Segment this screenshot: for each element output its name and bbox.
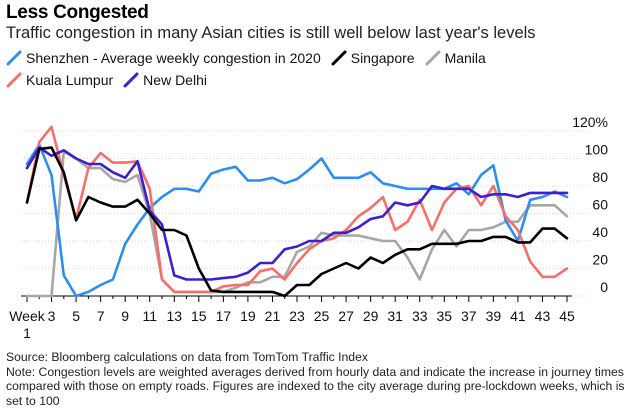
x-tick-label: 11: [142, 308, 157, 324]
legend-swatch-new-delhi: [123, 72, 139, 88]
y-tick-label: 0: [600, 279, 608, 295]
y-tick-label: 60: [592, 197, 608, 213]
x-tick-label: 17: [216, 308, 232, 324]
legend-label-new-delhi: New Delhi: [143, 72, 207, 88]
legend-swatch-singapore: [331, 50, 347, 66]
legend-label-singapore: Singapore: [350, 50, 415, 66]
methodology-note: Note: Congestion levels are weighted ave…: [6, 364, 625, 408]
legend-row-1: Shenzhen - Average weekly congestion in …: [6, 47, 606, 69]
x-tick-label: 35: [436, 308, 452, 324]
series-lines: [25, 125, 569, 298]
series-line-kuala-lumpur: [25, 125, 569, 294]
legend-label-manila: Manila: [444, 50, 486, 66]
x-tick-label: 43: [535, 308, 551, 324]
x-tick-label: 27: [338, 308, 354, 324]
y-tick-label: 100: [585, 142, 609, 158]
legend-label-kuala-lumpur: Kuala Lumpur: [26, 72, 114, 88]
x-tick-label: 23: [289, 308, 305, 324]
chart-title: Less Congested: [6, 2, 149, 23]
x-tick-label: 19: [240, 308, 256, 324]
x-tick-label: 21: [265, 308, 281, 324]
x-tick-label: 33: [412, 308, 428, 324]
x-tick-label: 3: [48, 308, 56, 324]
x-tick-label: 37: [461, 308, 477, 324]
x-tick-label: 25: [314, 308, 330, 324]
x-axis: Week 3 5 7 9 11 13 15 17 19 21 23 25 27 29 31 33 35 37 39 41…: [9, 295, 575, 341]
y-tick-label: 20: [592, 252, 608, 268]
series-line-manila: [25, 150, 569, 298]
y-tick-label: 120%: [572, 114, 608, 130]
series-line-shenzhen: [25, 143, 569, 298]
x-tick-label: 29: [363, 308, 379, 324]
legend-item-manila: Manila: [425, 47, 486, 69]
chart-subtitle: Traffic congestion in many Asian cities …: [6, 24, 536, 42]
x-tick-label: Week: [9, 308, 46, 324]
legend-item-singapore: Singapore: [331, 47, 415, 69]
y-tick-label: 40: [592, 224, 608, 240]
series-line-singapore: [25, 146, 569, 298]
x-tick-label: 7: [97, 308, 105, 324]
legend-swatch-kuala-lumpur: [6, 72, 22, 88]
chart-footer: Source: Bloomberg calculations on data f…: [6, 350, 626, 408]
legend-item-shenzhen: Shenzhen - Average weekly congestion in …: [6, 47, 321, 69]
y-tick-label: 80: [592, 169, 608, 185]
x-tick-label: 5: [72, 308, 80, 324]
chart-legend: Shenzhen - Average weekly congestion in …: [6, 47, 606, 91]
x-tick-label: 9: [121, 308, 129, 324]
legend-label-shenzhen: Shenzhen - Average weekly congestion in …: [26, 50, 321, 66]
legend-swatch-manila: [425, 50, 441, 66]
x-tick-label: 13: [166, 308, 182, 324]
x-tick-label: 39: [486, 308, 502, 324]
x-tick-label: 41: [510, 308, 526, 324]
legend-row-2: Kuala Lumpur New Delhi: [6, 69, 606, 91]
legend-swatch-shenzhen: [6, 50, 22, 66]
x-tick-label: 45: [559, 308, 575, 324]
y-axis: 0 20 40 60 80 100 120%: [572, 114, 608, 295]
series-line-new-delhi: [25, 146, 569, 281]
source-note: Source: Bloomberg calculations on data f…: [6, 350, 368, 364]
x-tick-label: 15: [191, 308, 207, 324]
legend-item-kuala-lumpur: Kuala Lumpur: [6, 69, 113, 91]
legend-item-new-delhi: New Delhi: [123, 69, 207, 91]
x-tick-sublabel: 1: [23, 325, 31, 341]
x-tick-label: 31: [387, 308, 403, 324]
